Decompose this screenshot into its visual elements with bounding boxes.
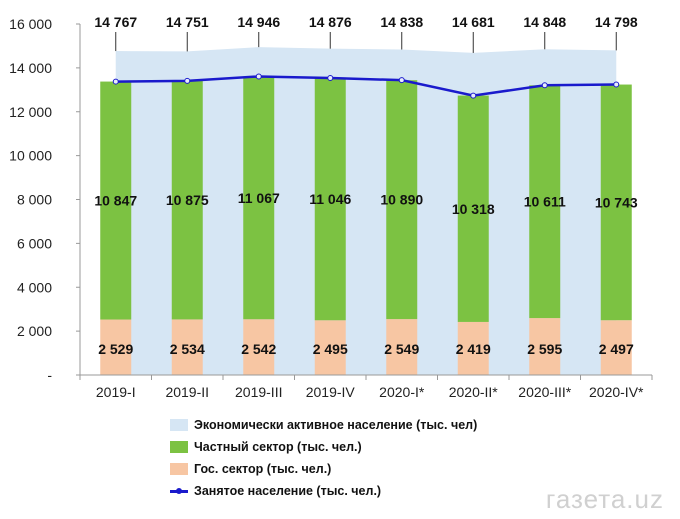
legend: Экономически активное население (тыс. че… (170, 414, 530, 502)
legend-item-private-sector: Частный сектор (тыс. чел.) (170, 436, 530, 458)
legend-label-private-sector: Частный сектор (тыс. чел.) (194, 440, 362, 454)
legend-item-active-population: Экономически активное население (тыс. че… (170, 414, 530, 436)
x-tick-label-3: 2019-IV (306, 384, 356, 400)
y-tick-label-5: 10 000 (9, 148, 52, 164)
bar-private-sector-4 (386, 80, 418, 320)
legend-label-employed-population: Занятое население (тыс. чел.) (194, 484, 382, 498)
data-label-public-sector-3: 2 495 (313, 341, 348, 357)
x-tick-label-1: 2019-II (165, 384, 209, 400)
y-tick-label-0: - (47, 367, 52, 383)
point-employed-population-0 (112, 78, 119, 85)
data-label-public-sector-7: 2 497 (599, 341, 634, 357)
bar-private-sector-7 (600, 84, 632, 321)
y-tick-label-4: 8 000 (17, 192, 52, 208)
data-label-public-sector-2: 2 542 (241, 341, 276, 357)
bar-private-sector-5 (457, 95, 489, 322)
x-tick-label-7: 2020-IV* (589, 384, 644, 400)
bar-public-sector-5 (457, 321, 489, 375)
bar-public-sector-7 (600, 320, 632, 375)
bar-private-sector-2 (243, 76, 275, 320)
data-label-active-population-2: 14 946 (237, 14, 280, 30)
bar-private-sector-1 (171, 80, 203, 320)
data-label-private-sector-6: 10 611 (524, 194, 566, 210)
point-employed-population-6 (541, 82, 548, 89)
bar-public-sector-4 (386, 319, 418, 375)
bar-private-sector-0 (100, 81, 132, 320)
data-label-active-population-1: 14 751 (166, 14, 209, 30)
y-tick-label-8: 16 000 (9, 16, 52, 32)
legend-label-active-population: Экономически активное население (тыс. че… (194, 418, 478, 432)
watermark-logo: газета.uz (545, 484, 664, 514)
x-tick-label-4: 2020-I* (379, 384, 425, 400)
data-label-private-sector-7: 10 743 (595, 194, 638, 210)
data-label-active-population-3: 14 876 (309, 14, 352, 30)
y-tick-label-6: 12 000 (9, 104, 52, 120)
data-label-public-sector-5: 2 419 (456, 341, 491, 357)
point-employed-population-4 (398, 77, 405, 84)
data-label-active-population-4: 14 838 (380, 14, 423, 30)
legend-swatch-active-population (170, 419, 188, 431)
point-employed-population-3 (327, 74, 334, 81)
legend-label-public-sector: Гос. сектор (тыс. чел.) (194, 462, 332, 476)
area-active-population (115, 47, 617, 375)
bar-public-sector-1 (171, 319, 203, 375)
data-label-public-sector-4: 2 549 (384, 341, 419, 357)
point-employed-population-5 (470, 92, 477, 99)
y-tick-label-7: 14 000 (9, 60, 52, 76)
y-tick-label-3: 6 000 (17, 235, 52, 251)
legend-swatch-private-sector (170, 441, 188, 453)
legend-swatch-public-sector (170, 463, 188, 475)
data-label-private-sector-5: 10 318 (452, 201, 495, 217)
data-label-active-population-0: 14 767 (94, 14, 137, 30)
legend-item-public-sector: Гос. сектор (тыс. чел.) (170, 458, 530, 480)
data-label-private-sector-3: 11 046 (309, 191, 351, 207)
data-label-public-sector-1: 2 534 (170, 341, 205, 357)
line-employed-population (115, 75, 617, 97)
bar-private-sector-6 (529, 85, 561, 319)
legend-swatch-employed-population (170, 485, 188, 497)
point-employed-population-1 (184, 77, 191, 84)
chart: - 2 000 4 000 6 000 8 000 10 000 12 000 14 000 1… (9, 14, 653, 400)
y-tick-label-2: 4 000 (17, 279, 52, 295)
x-tick-label-2: 2019-III (235, 384, 282, 400)
bar-private-sector-3 (314, 77, 346, 321)
point-employed-population-2 (255, 73, 262, 80)
bar-public-sector-3 (314, 320, 346, 375)
data-label-public-sector-0: 2 529 (98, 341, 133, 357)
data-label-private-sector-0: 10 847 (94, 193, 137, 209)
x-tick-label-6: 2020-III* (518, 384, 571, 400)
data-label-public-sector-6: 2 595 (527, 341, 562, 357)
data-label-active-population-5: 14 681 (452, 14, 495, 30)
x-tick-label-5: 2020-II* (449, 384, 499, 400)
point-employed-population-7 (613, 81, 620, 88)
data-label-private-sector-4: 10 890 (380, 192, 423, 208)
data-label-private-sector-1: 10 875 (166, 192, 209, 208)
y-tick-label-1: 2 000 (17, 323, 52, 339)
bar-public-sector-2 (243, 319, 275, 375)
x-tick-label-0: 2019-I (96, 384, 136, 400)
bar-public-sector-0 (100, 319, 132, 375)
legend-item-employed-population: Занятое население (тыс. чел.) (170, 480, 530, 502)
data-label-active-population-7: 14 798 (595, 14, 638, 30)
data-label-private-sector-2: 11 067 (238, 190, 280, 206)
data-label-active-population-6: 14 848 (523, 14, 566, 30)
bar-public-sector-6 (529, 318, 561, 375)
